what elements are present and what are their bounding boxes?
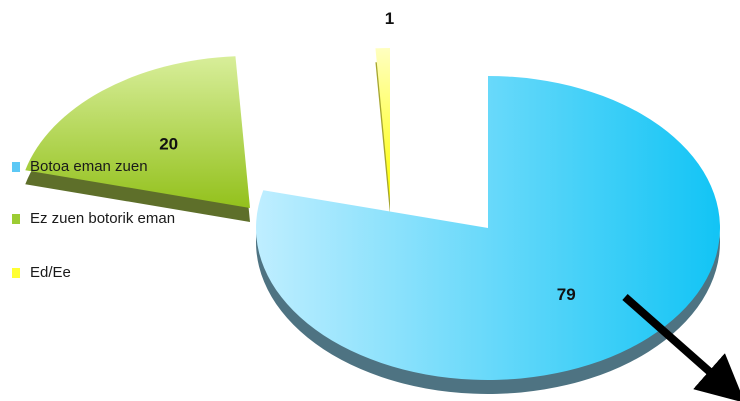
legend-swatch bbox=[12, 213, 20, 224]
legend-swatch bbox=[12, 161, 20, 172]
pie-slice-2 bbox=[375, 48, 390, 200]
pie-slice-0 bbox=[256, 76, 720, 380]
pie-data-label-1: 20 bbox=[159, 135, 178, 154]
legend-item-0: Botoa eman zuen bbox=[12, 158, 148, 175]
pie-slices bbox=[25, 48, 720, 394]
pie-slice-1 bbox=[25, 56, 250, 208]
legend-label: Ed/Ee bbox=[30, 264, 71, 281]
direction-arrow bbox=[622, 294, 740, 401]
legend-swatch bbox=[12, 267, 20, 278]
legend-label: Ez zuen botorik eman bbox=[30, 210, 176, 227]
legend-label: Botoa eman zuen bbox=[30, 158, 148, 175]
pie-data-label-2: 1 bbox=[385, 9, 394, 28]
legend-item-2: Ed/Ee bbox=[12, 264, 71, 281]
pie-data-label-0: 79 bbox=[557, 285, 576, 304]
legend-item-1: Ez zuen botorik eman bbox=[12, 210, 175, 227]
pie-data-labels: 79 20 1 bbox=[159, 9, 575, 304]
